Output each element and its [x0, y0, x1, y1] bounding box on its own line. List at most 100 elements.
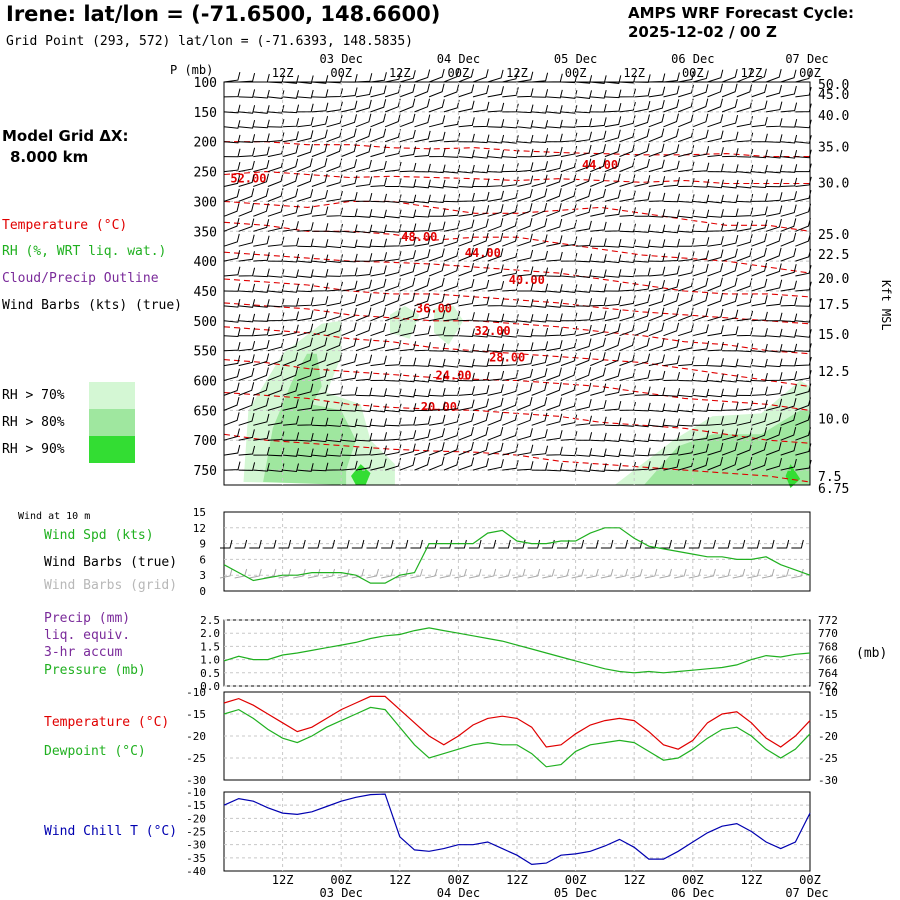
wind-barb	[516, 298, 534, 308]
wind-barb	[253, 173, 269, 187]
wind-barb-grid	[293, 568, 306, 579]
wind-barb	[355, 418, 373, 428]
wind-barb	[780, 357, 798, 367]
wind-barb	[590, 323, 607, 337]
wind-barb	[238, 251, 255, 262]
wind-barb	[428, 293, 445, 307]
wind-barb	[590, 89, 607, 99]
wind-barb	[355, 159, 372, 173]
wind-barb-grid	[615, 568, 629, 579]
wind-barb	[722, 326, 739, 337]
wind-barb	[414, 222, 431, 232]
precip-tick-label: 0.0	[200, 680, 220, 693]
wind-barb	[414, 342, 431, 352]
wind-barb	[267, 367, 284, 381]
wind-barb	[634, 239, 651, 249]
wind-barb	[736, 262, 753, 277]
pressure-tick-label: 700	[194, 434, 217, 449]
wind-barb	[472, 371, 490, 381]
wind-barb	[297, 103, 314, 113]
wind-barb	[546, 160, 563, 173]
wind-barb	[458, 149, 475, 159]
wind-barb	[604, 400, 622, 411]
wind-barb	[414, 402, 431, 412]
wind-barb	[780, 384, 797, 396]
wind-barb	[399, 357, 417, 367]
wind-barb	[267, 352, 284, 367]
top-hour-label: 00Z	[565, 66, 587, 80]
wind-barb	[604, 282, 622, 292]
height-tick-label: 35.0	[818, 140, 849, 155]
wind-barb	[590, 399, 607, 411]
height-tick-label: 7.5	[818, 470, 841, 485]
wind-barb	[678, 209, 695, 219]
wind-barb	[546, 340, 563, 352]
wind-barb	[429, 309, 446, 322]
wind-barb	[590, 254, 607, 263]
wind-barb	[707, 98, 723, 113]
wind-barb	[590, 188, 606, 202]
wind-barb	[634, 461, 651, 471]
wind-barb	[619, 281, 636, 292]
wind-barb	[751, 457, 768, 471]
wind-barb	[414, 83, 430, 98]
wind-barb	[385, 224, 402, 233]
wind-barb	[267, 312, 285, 322]
wind-barb	[297, 448, 314, 458]
wind-barb	[443, 262, 460, 277]
wind-barb	[472, 149, 490, 159]
wind-barb	[648, 307, 665, 322]
wind-barb	[766, 178, 783, 188]
wind-speed-line	[223, 527, 811, 584]
wind-barb	[428, 83, 445, 98]
wind-barb	[355, 338, 372, 352]
wind-barb	[575, 118, 593, 128]
wind-barb	[736, 68, 753, 83]
wind-barb	[531, 299, 549, 308]
wind-barb-true	[703, 539, 716, 549]
wind-barb	[370, 209, 387, 219]
wind-barb	[502, 343, 519, 352]
wind-barb	[458, 441, 474, 456]
wind-barb	[487, 313, 505, 323]
wind-barb	[223, 298, 241, 308]
wind-barb	[341, 87, 358, 98]
wind-barb	[341, 353, 358, 367]
wind-barb	[429, 131, 446, 143]
wind-barb	[385, 209, 402, 219]
precip-tick-label: 2.5	[200, 614, 220, 627]
wind-barb	[267, 118, 285, 128]
wind-barb	[663, 322, 680, 337]
wind-barb	[516, 203, 533, 217]
wind-barb	[429, 358, 446, 368]
wind-barb	[253, 252, 270, 262]
wind-barb	[663, 338, 680, 352]
wind-barb	[765, 398, 783, 411]
wind-barb	[414, 235, 431, 247]
wind-barb	[604, 173, 621, 187]
wind-barb	[238, 354, 255, 367]
wind-barbs-true-label: Wind Barbs (true)	[44, 555, 178, 570]
wind-barb	[443, 207, 461, 217]
wind-barb	[560, 463, 578, 472]
wind-barb	[472, 134, 490, 144]
wind-barb	[765, 279, 783, 292]
pressure-tick-label: 150	[194, 106, 217, 121]
pressure-tick-label: 600	[194, 375, 217, 390]
wind-barb	[472, 398, 489, 411]
isotherm-label: 28.00	[489, 351, 525, 365]
height-tick-label: 25.0	[818, 228, 849, 243]
pressure-line	[223, 627, 811, 674]
wind-barb	[487, 190, 504, 202]
wind-barb-true	[293, 539, 306, 549]
pressure-tick-label: 768	[818, 640, 838, 653]
wind-barb	[590, 352, 606, 367]
wind-barb	[663, 224, 680, 234]
wind-barb	[560, 252, 578, 262]
wind-barb	[590, 432, 607, 442]
isotherm-label: 32.00	[475, 324, 511, 338]
wind-barb	[429, 179, 446, 189]
wind-barb	[267, 431, 285, 441]
wind-barb	[590, 367, 606, 381]
wind-barb	[472, 426, 489, 441]
